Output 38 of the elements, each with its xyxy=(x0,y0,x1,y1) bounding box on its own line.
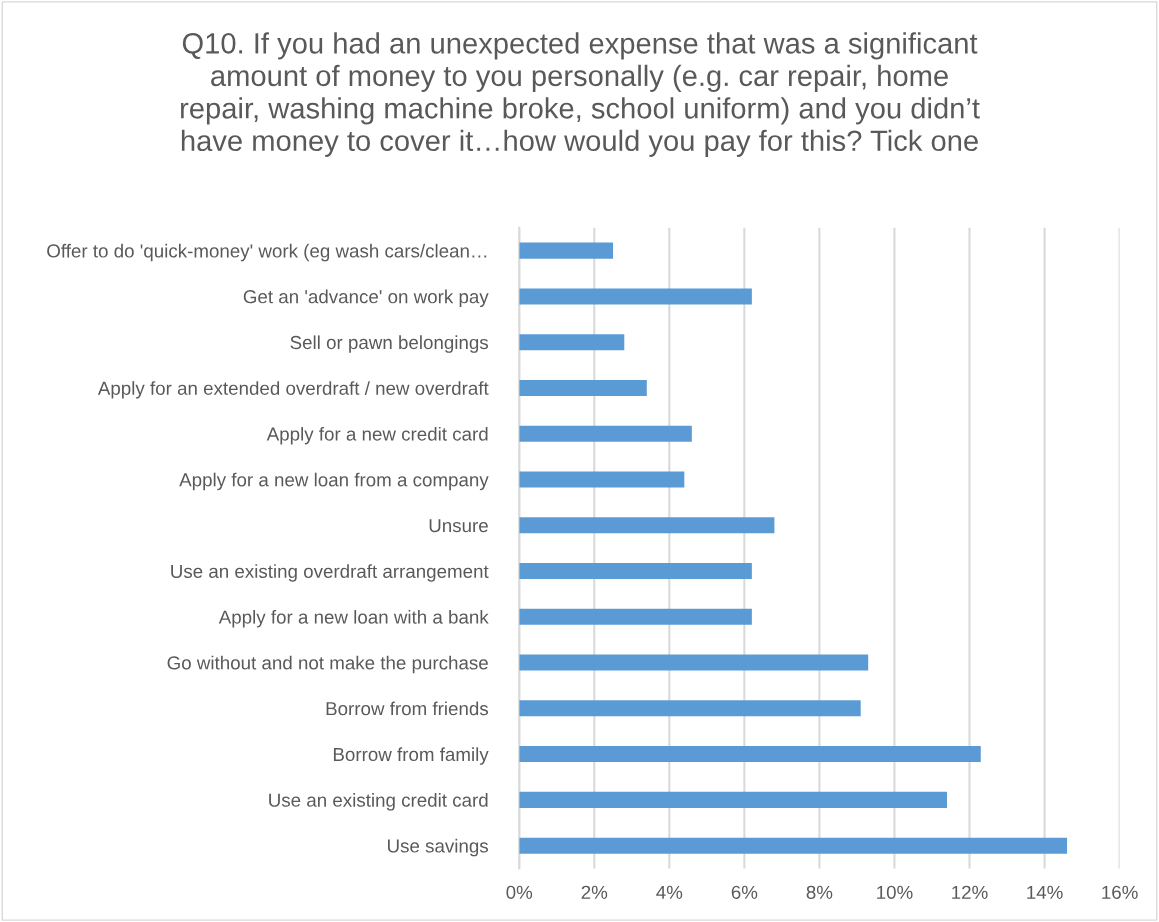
y-tick-label: Sell or pawn belongings xyxy=(290,335,489,353)
bar xyxy=(519,334,625,351)
bar xyxy=(519,563,752,580)
y-tick-label: Offer to do 'quick-money' work (eg wash cars/clean… xyxy=(47,243,487,262)
x-tick-label: 10% xyxy=(877,885,913,899)
bar xyxy=(519,288,752,305)
x-tick-label: 8% xyxy=(806,885,833,899)
bar xyxy=(519,608,752,625)
y-tick-label: Use savings xyxy=(388,838,488,857)
x-tick-label: 16% xyxy=(1102,885,1138,899)
bar xyxy=(519,837,1068,854)
bar xyxy=(519,654,869,671)
chart-title: Q10. If you had an unexpected expense that was a significant amount of money to you personally (e.g. car repair, home repair, washing machine broke, school uniform) and you didn’t have money to cover it…how would you pay for this? Tick one xyxy=(181,32,980,157)
y-tick-label: Use an existing overdraft arrangement xyxy=(171,564,489,582)
bar xyxy=(519,791,947,808)
y-tick-label: Apply for a new loan from a company xyxy=(179,472,489,491)
y-tick-label: Apply for a new credit card xyxy=(266,426,488,445)
bar xyxy=(519,425,692,442)
bar xyxy=(519,471,685,488)
y-tick-label: Go without and not make the purchase xyxy=(167,655,488,674)
y-tick-label: Borrow from friends xyxy=(326,701,489,716)
x-tick-label: 2% xyxy=(581,885,608,899)
x-tick-label: 14% xyxy=(1027,885,1063,899)
bar xyxy=(519,517,775,534)
y-tick-label: Apply for an extended overdraft / new overdraft xyxy=(97,381,489,399)
bar xyxy=(519,700,861,717)
y-tick-label: Get an 'advance' on work pay xyxy=(243,289,489,308)
bar xyxy=(519,242,614,259)
x-tick-label: 12% xyxy=(952,885,988,899)
bar xyxy=(519,746,981,763)
x-tick-label: 0% xyxy=(506,885,533,899)
y-tick-label: Unsure xyxy=(429,519,488,533)
bar xyxy=(519,379,647,396)
y-tick-label: Borrow from family xyxy=(333,747,489,765)
x-tick-label: 6% xyxy=(731,885,758,899)
y-tick-label: Use an existing credit card xyxy=(269,793,488,811)
x-tick-label: 4% xyxy=(656,885,683,899)
y-tick-label: Apply for a new loan with a bank xyxy=(218,609,489,628)
